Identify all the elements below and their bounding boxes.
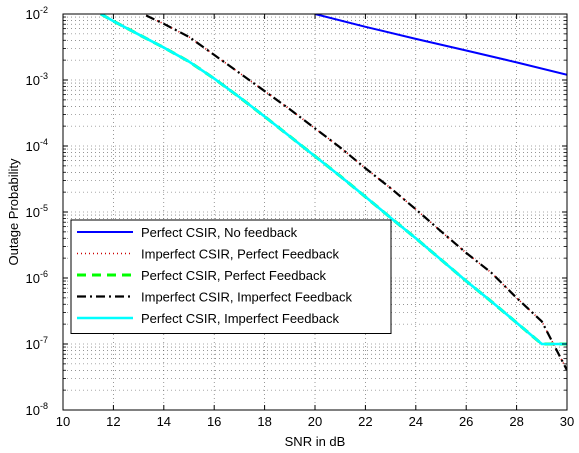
series-line-4 <box>145 14 567 371</box>
x-tick-label: 30 <box>560 414 574 429</box>
series-layer <box>100 14 567 371</box>
x-tick-label: 16 <box>207 414 221 429</box>
legend-box <box>70 219 392 334</box>
y-axis-label: Outage Probability <box>6 158 21 265</box>
x-tick-label: 26 <box>459 414 473 429</box>
x-tick-labels: 10 12 14 16 18 20 22 24 26 28 30 <box>56 414 574 429</box>
legend-entry-label: Perfect CSIR, No feedback <box>141 225 298 240</box>
x-tick-label: 22 <box>358 414 372 429</box>
x-tick-label: 12 <box>106 414 120 429</box>
x-tick-label: 18 <box>257 414 271 429</box>
x-tick-label: 28 <box>509 414 523 429</box>
x-tick-label: 14 <box>157 414 171 429</box>
series-line-1 <box>314 14 567 76</box>
legend-entry-label: Perfect CSIR, Imperfect Feedback <box>141 311 339 326</box>
x-tick-label: 20 <box>308 414 322 429</box>
legend-entry-label: Imperfect CSIR, Perfect Feedback <box>141 247 339 262</box>
x-tick-label: 10 <box>56 414 70 429</box>
axis-ticks <box>62 13 568 411</box>
legend-entry-label: Perfect CSIR, Perfect Feedback <box>141 268 326 283</box>
legend-entry-label: Imperfect CSIR, Imperfect Feedback <box>141 290 352 305</box>
series-line-5 <box>100 14 567 346</box>
legend: Perfect CSIR, No feedback Imperfect CSIR,… <box>70 219 392 334</box>
x-tick-label: 24 <box>409 414 423 429</box>
x-axis-label: SNR in dB <box>285 434 346 449</box>
